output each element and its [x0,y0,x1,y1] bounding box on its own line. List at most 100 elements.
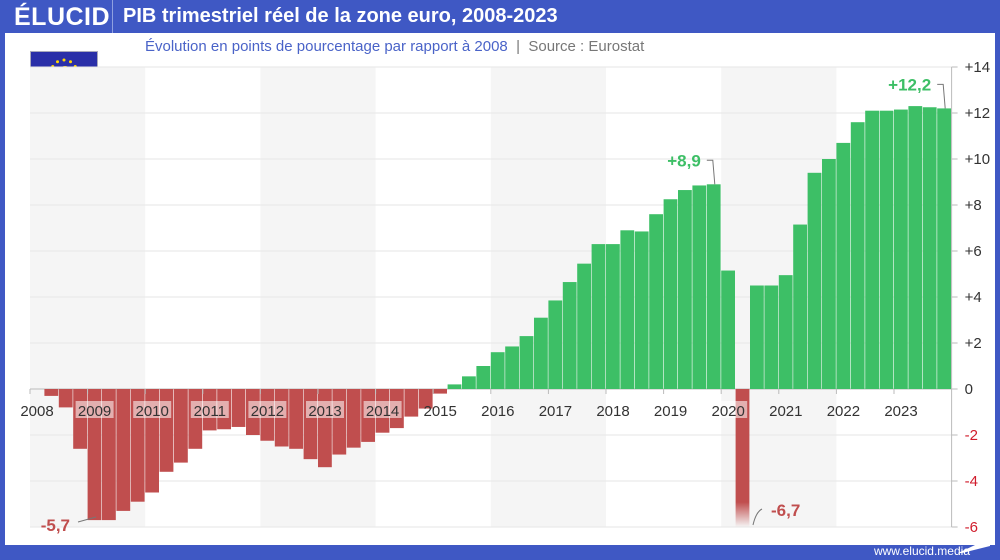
bar [634,231,649,389]
source-text: Source : Eurostat [528,38,645,55]
x-tick-label: 2021 [769,403,802,420]
bar [750,285,764,389]
x-tick-label: 2013 [308,403,341,420]
x-tick-label: 2020 [712,403,745,420]
bar [577,263,591,389]
bar [102,389,116,521]
y-tick-label: -4 [965,473,978,490]
y-tick-label: +12 [965,105,990,122]
annotation-leader [706,159,716,185]
x-tick-label: 2019 [654,403,687,420]
x-tick-label: 2015 [424,403,457,420]
bar [649,214,663,389]
y-tick-label: +8 [965,197,982,214]
x-tick-label: 2018 [596,403,629,420]
bar [678,190,692,389]
bar [231,389,246,427]
x-label-background [190,401,229,418]
y-tick-label: +2 [965,335,982,352]
annotation-label: -6,7 [771,501,800,520]
annotation-label: +8,9 [667,151,701,170]
bar [706,184,721,389]
x-label-background [248,401,287,418]
x-label-background [306,401,344,418]
bar [44,389,59,396]
bar [289,389,303,449]
bar [793,224,807,389]
x-label-background [133,401,172,418]
x-label-background [363,401,402,418]
bar [433,389,447,394]
x-tick-label: 2011 [194,403,226,420]
x-tick-label: 2022 [827,403,860,420]
bar [318,389,332,468]
y-tick-label: -6 [965,519,978,536]
flag-star [69,60,72,64]
bar [58,389,73,408]
elucid-mark-icon [958,538,990,553]
x-tick-label: 2009 [78,403,111,420]
elucid-logo: ÉLUCID [14,3,111,31]
flag-star [62,58,66,62]
bar [505,346,519,389]
y-tick-label: 0 [965,381,973,398]
bar [692,185,707,389]
y-tick-label: +14 [965,59,990,76]
y-tick-label: +6 [965,243,982,260]
bar [476,366,491,389]
bar [922,107,937,389]
bar [591,244,606,389]
bar [822,159,836,389]
bar [303,389,318,460]
bar [562,282,577,389]
bar [606,244,620,389]
y-tick-label: +4 [965,289,982,306]
subtitle-text: Évolution en points de pourcentage par r… [145,38,508,55]
bar [332,389,347,455]
y-tick-label: -2 [965,427,978,444]
page-title: PIB trimestriel réel de la zone euro, 20… [123,5,558,27]
x-tick-label: 2012 [251,403,284,420]
y-tick-label: +10 [965,151,990,168]
bar [850,122,865,389]
bar [735,389,750,527]
bar [894,109,908,390]
bar [548,300,563,389]
header-divider [112,0,113,33]
annotation-leader [752,508,763,526]
bar [174,389,188,463]
x-tick-label: 2010 [136,403,169,420]
x-tick-label: 2008 [20,403,53,420]
bar [937,108,951,390]
bar [721,270,735,389]
bar [447,384,462,389]
bar [807,172,822,389]
bar [116,389,131,511]
flag-star [56,60,59,64]
subtitle-separator: | [516,38,521,55]
annotation-leader [937,83,946,109]
x-tick-label: 2016 [481,403,514,420]
bar [865,110,879,389]
bar [879,110,894,389]
bar [908,106,923,389]
bar [778,275,793,389]
bar [418,389,433,409]
annotation-leader [77,516,97,523]
annotation-label: -5,7 [41,516,70,535]
bar [764,285,779,389]
x-tick-label: 2023 [884,403,917,420]
footer-url[interactable]: www.elucid.media [873,544,970,558]
bar [534,317,548,389]
bar [620,230,635,389]
bar [404,389,419,417]
bar [519,336,534,389]
bar [490,352,505,389]
bar [836,142,851,389]
bar [663,199,678,389]
x-tick-label: 2014 [366,403,399,420]
bar [346,389,361,448]
x-tick-label: 2017 [539,403,572,420]
chart-subtitle: Évolution en points de pourcentage par r… [145,38,644,55]
